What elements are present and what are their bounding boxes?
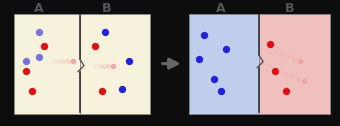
- Point: [101, 65, 107, 67]
- Point: [30, 90, 35, 92]
- Point: [283, 90, 288, 92]
- Point: [23, 60, 28, 62]
- Point: [36, 56, 42, 58]
- Bar: [259, 14, 330, 114]
- Point: [60, 60, 66, 62]
- Point: [106, 65, 111, 67]
- Point: [50, 60, 55, 62]
- Point: [285, 55, 290, 57]
- Point: [92, 45, 98, 47]
- Point: [218, 90, 224, 92]
- Point: [70, 60, 76, 62]
- Point: [268, 43, 273, 45]
- Text: A: A: [34, 2, 44, 14]
- Bar: [80, 14, 150, 114]
- Point: [126, 60, 132, 62]
- Point: [279, 53, 284, 55]
- Point: [283, 73, 288, 75]
- Text: B: B: [285, 2, 294, 14]
- Point: [273, 50, 278, 52]
- Point: [297, 60, 303, 62]
- Point: [295, 78, 301, 80]
- Point: [103, 31, 108, 33]
- Point: [201, 34, 207, 36]
- Point: [92, 65, 98, 67]
- Point: [301, 80, 307, 82]
- Point: [65, 60, 71, 62]
- Point: [196, 58, 202, 60]
- Point: [55, 60, 61, 62]
- Point: [289, 75, 294, 77]
- Point: [273, 70, 278, 72]
- Point: [223, 48, 229, 50]
- Text: A: A: [216, 2, 225, 14]
- Point: [211, 78, 217, 80]
- Point: [99, 90, 105, 92]
- Point: [97, 65, 102, 67]
- Point: [277, 70, 282, 72]
- Point: [36, 31, 42, 33]
- Point: [291, 58, 296, 60]
- Point: [41, 45, 47, 47]
- Point: [120, 88, 125, 90]
- Bar: [14, 14, 80, 114]
- Point: [110, 65, 116, 67]
- Text: B: B: [102, 2, 112, 14]
- Bar: [189, 14, 259, 114]
- Point: [23, 70, 28, 72]
